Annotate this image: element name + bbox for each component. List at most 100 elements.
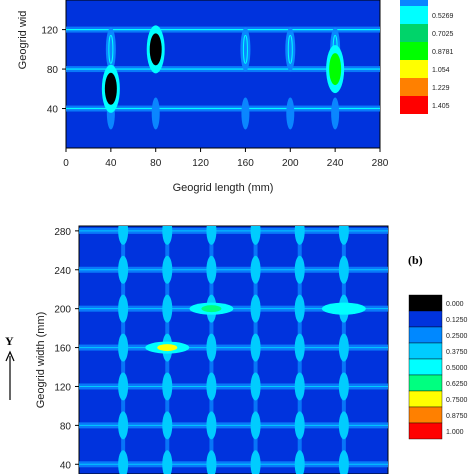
rib-node-contour: [250, 333, 261, 362]
legend-label: 0.2500: [446, 333, 468, 340]
rib-node-contour: [294, 372, 305, 401]
rib-node-contour: [206, 255, 217, 284]
panel-a-y-ticks: 40 80 120: [41, 26, 66, 116]
y-tick-label: 80: [47, 65, 59, 76]
rib-node-contour: [118, 255, 129, 284]
rib-node-contour: [294, 294, 305, 323]
legend-label: 0.8750: [446, 413, 468, 420]
x-tick-label: 120: [192, 158, 209, 169]
legend-label: 1.054: [432, 67, 450, 74]
panel-a-xlabel: Geogrid length (mm): [173, 182, 274, 194]
legend-swatch: [408, 358, 443, 376]
y-tick-label: 120: [54, 382, 71, 393]
rib-node-contour: [338, 450, 349, 474]
rib-node-contour: [294, 450, 305, 474]
rib-node-contour: [105, 27, 116, 72]
y-tick-label: 120: [41, 26, 58, 37]
legend-swatch: [400, 96, 428, 114]
y-tick-label: 280: [54, 227, 71, 238]
rib-node-contour: [294, 255, 305, 284]
panel-a-legend: 0.5269 0.7025 0.8781 1.054 1.229 1.405: [400, 0, 454, 114]
legend-swatch: [408, 422, 443, 440]
rib-node-contour: [338, 226, 349, 245]
legend-label: 0.6250: [446, 381, 468, 388]
rib-node-contour: [240, 27, 251, 72]
legend-label: 0.7500: [446, 397, 468, 404]
rib-node-contour: [242, 34, 248, 64]
rib-node-contour: [206, 411, 217, 440]
rib-node-contour: [250, 255, 261, 284]
hotspot-core: [149, 33, 162, 66]
panel-b-axis-marker: Y: [5, 334, 14, 348]
rib-node-contour: [206, 333, 217, 362]
legend-swatch: [408, 294, 443, 312]
legend-label: 0.8781: [432, 49, 454, 56]
legend-label: 0.5000: [446, 365, 468, 372]
legend-swatch: [400, 6, 428, 24]
panel-b-label: (b): [408, 253, 423, 267]
rib-node-contour: [118, 411, 129, 440]
rib-node-contour: [338, 372, 349, 401]
rib-node-contour: [162, 411, 173, 440]
hotspot-core: [333, 305, 354, 313]
rib-node-contour: [294, 411, 305, 440]
rib-node-contour: [206, 450, 217, 474]
y-tick-label: 160: [54, 344, 71, 355]
rib-node-contour: [250, 450, 261, 474]
panel-b-y-ticks: 280 240 200 160 120 80 40: [54, 227, 79, 471]
x-tick-label: 40: [105, 158, 117, 169]
rib-node-contour: [250, 411, 261, 440]
y-tick-label: 40: [47, 105, 59, 116]
panel-b-axis-arrowhead: [5, 350, 15, 362]
hotspot-core: [201, 305, 222, 313]
legend-label: 0.1250: [446, 317, 468, 324]
rib-node-contour: [338, 411, 349, 440]
legend-label: 1.405: [432, 103, 450, 110]
x-tick-label: 0: [63, 158, 69, 169]
panel-b-legend: 0.000 0.1250 0.2500 0.3750 0.5000 0.6250 0.750…: [408, 294, 468, 440]
legend-swatch: [400, 0, 428, 6]
legend-swatch: [400, 42, 428, 60]
rib-node-contour: [241, 97, 250, 130]
panel-b-ylabel: Geogrid width (mm): [35, 312, 47, 409]
rib-node-contour: [294, 333, 305, 362]
legend-label: 0.5269: [432, 13, 454, 20]
y-tick-label: 200: [54, 305, 71, 316]
legend-label: 1.000: [446, 429, 464, 436]
rib-node-contour: [162, 255, 173, 284]
y-tick-label: 40: [60, 460, 72, 471]
x-tick-label: 160: [237, 158, 254, 169]
rib-node-contour: [118, 294, 129, 323]
rib-node-contour: [331, 97, 340, 130]
rib-node-contour: [250, 294, 261, 323]
rib-node-contour: [250, 226, 261, 245]
rib-node-contour: [338, 255, 349, 284]
y-tick-label: 240: [54, 266, 71, 277]
y-tick-label: 80: [60, 421, 72, 432]
legend-swatch: [408, 326, 443, 344]
panel-a-x-ticks: 0 40 80 120 160 200 240 280: [63, 148, 389, 169]
rib-node-contour: [108, 34, 114, 64]
hotspot-core: [104, 72, 117, 105]
panel-a: 40 80 120 0 40 80 120 160 200 240 280 Geogrid len…: [17, 0, 454, 194]
rib-node-contour: [162, 294, 173, 323]
x-tick-label: 80: [150, 158, 162, 169]
rib-node-contour: [294, 226, 305, 245]
panel-a-contours: [66, 25, 380, 130]
rib-node-contour: [285, 27, 296, 72]
legend-swatch: [400, 60, 428, 78]
x-tick-label: 240: [327, 158, 344, 169]
rib-node-contour: [250, 372, 261, 401]
legend-swatch: [400, 24, 428, 42]
rib-node-contour: [151, 97, 160, 130]
rib-node-contour: [118, 226, 129, 245]
legend-swatch: [400, 78, 428, 96]
legend-swatch: [408, 390, 443, 408]
rib-node-contour: [206, 372, 217, 401]
rib-node-contour: [162, 226, 173, 245]
legend-swatch: [408, 310, 443, 328]
x-tick-label: 200: [282, 158, 299, 169]
legend-label: 0.000: [446, 301, 464, 308]
legend-label: 0.7025: [432, 31, 454, 38]
